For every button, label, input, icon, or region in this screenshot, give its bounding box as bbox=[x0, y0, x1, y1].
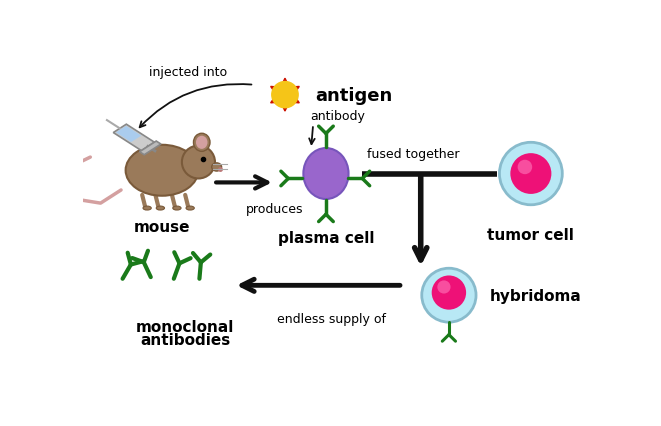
Ellipse shape bbox=[182, 146, 215, 179]
Text: antigen: antigen bbox=[316, 86, 393, 104]
Text: antibody: antibody bbox=[311, 110, 366, 123]
Polygon shape bbox=[116, 127, 141, 143]
Ellipse shape bbox=[500, 143, 563, 205]
Ellipse shape bbox=[271, 82, 299, 109]
Ellipse shape bbox=[173, 207, 181, 210]
Ellipse shape bbox=[186, 207, 194, 210]
Text: endless supply of: endless supply of bbox=[276, 312, 385, 325]
Ellipse shape bbox=[143, 207, 151, 210]
Ellipse shape bbox=[196, 136, 208, 150]
Ellipse shape bbox=[303, 149, 348, 199]
Text: plasma cell: plasma cell bbox=[278, 230, 374, 245]
Ellipse shape bbox=[510, 154, 551, 194]
Text: fused together: fused together bbox=[367, 148, 459, 161]
Text: tumor cell: tumor cell bbox=[487, 227, 574, 242]
Ellipse shape bbox=[126, 145, 198, 196]
Polygon shape bbox=[139, 142, 161, 155]
Text: mouse: mouse bbox=[134, 219, 190, 234]
Ellipse shape bbox=[518, 160, 532, 175]
Polygon shape bbox=[270, 79, 299, 112]
Polygon shape bbox=[113, 125, 155, 151]
Text: hybridoma: hybridoma bbox=[490, 288, 582, 303]
Text: injected into: injected into bbox=[149, 66, 227, 79]
Ellipse shape bbox=[194, 134, 210, 152]
Ellipse shape bbox=[212, 164, 221, 172]
Ellipse shape bbox=[438, 281, 451, 294]
Ellipse shape bbox=[156, 207, 165, 210]
Ellipse shape bbox=[432, 276, 466, 310]
Text: antibodies: antibodies bbox=[140, 332, 230, 347]
Text: produces: produces bbox=[246, 202, 303, 215]
Text: monoclonal: monoclonal bbox=[136, 319, 234, 334]
Ellipse shape bbox=[422, 269, 476, 322]
